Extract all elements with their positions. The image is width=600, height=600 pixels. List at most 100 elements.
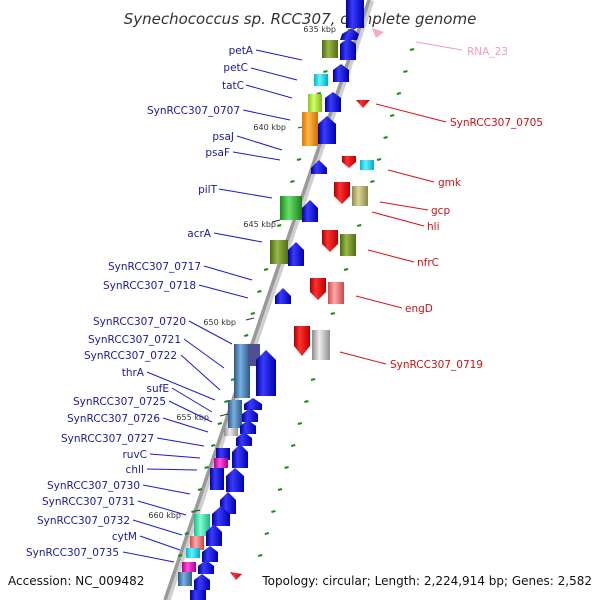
label-nfrC: nfrC [417, 257, 439, 269]
leader-sufE [171, 387, 213, 413]
map-title: Synechococcus sp. RCC307, complete genom… [124, 10, 477, 28]
tick-645 [271, 219, 281, 223]
minor-tick [257, 290, 262, 293]
gene-0727 [236, 432, 252, 446]
minor-tick [224, 400, 229, 403]
left-leaders [122, 49, 303, 563]
minor-tick [304, 400, 309, 403]
gene-0730-box [210, 468, 224, 490]
minor-tick [376, 158, 382, 161]
label-psaJ: psaJ [212, 131, 234, 143]
label-0721: SynRCC307_0721 [88, 334, 181, 346]
left-labels: petA petC tatC SynRCC307_0707 psaJ psaF … [26, 45, 254, 559]
gene-engD [310, 278, 326, 300]
leader-0727 [156, 437, 205, 447]
gene-0719-box [312, 330, 330, 360]
gene-tatC [314, 74, 328, 86]
gene-0736-arrow [194, 574, 210, 590]
gene-bottom [190, 590, 206, 600]
gene-sufE [244, 398, 262, 410]
label-tatC: tatC [222, 80, 244, 92]
label-gcp: gcp [431, 205, 450, 217]
label-0717: SynRCC307_0717 [108, 261, 201, 273]
tick-label-645: 645 kbp [243, 220, 276, 229]
minor-tick [276, 224, 282, 227]
minor-tick [323, 70, 328, 73]
tick-label-650: 650 kbp [203, 318, 236, 327]
leader-engD [355, 295, 403, 309]
gene-petA [340, 38, 356, 60]
leader-cytM [139, 535, 181, 551]
gene-nfrC-box [340, 234, 356, 256]
label-0707: SynRCC307_0707 [147, 105, 240, 117]
gene-gmk [342, 156, 356, 168]
gene-cytM-arrow [202, 546, 218, 562]
leader-pilT [218, 188, 273, 199]
leader-chlI [146, 468, 198, 471]
gene-0707-top [308, 94, 322, 112]
tick-label-635: 635 kbp [303, 25, 336, 34]
gene-0707-arrow [318, 116, 336, 144]
gene-0725 [228, 400, 242, 428]
minor-tick [370, 180, 375, 183]
label-0720: SynRCC307_0720 [93, 316, 186, 328]
minor-tick [290, 444, 296, 447]
gene-hli [352, 186, 368, 206]
leader-gmk [387, 169, 435, 183]
gene-petA-box [322, 40, 338, 58]
label-gmk: gmk [438, 177, 462, 189]
minor-tick [217, 422, 223, 425]
gene-0732 [190, 536, 204, 550]
gene-acrA [288, 242, 304, 266]
leader-psaF [232, 151, 281, 161]
label-RNA_23: RNA_23 [467, 46, 508, 58]
leader-gcp [379, 201, 429, 211]
minor-tick [290, 180, 295, 183]
minor-tick [310, 378, 316, 381]
minor-tick [210, 444, 216, 447]
leader-0732 [132, 519, 183, 536]
gene-0705 [356, 100, 370, 108]
minor-tick [396, 92, 402, 95]
gene-0726-arrow [240, 420, 256, 434]
gene-0726 [224, 428, 238, 436]
label-hli: hli [427, 221, 440, 233]
gene-pilT [302, 200, 318, 222]
label-0719: SynRCC307_0719 [390, 359, 483, 371]
gene-0720 [234, 344, 250, 398]
minor-tick [277, 488, 283, 491]
label-0731: SynRCC307_0731 [42, 496, 135, 508]
gene-ruvC [232, 444, 248, 468]
forward-genes [178, 0, 364, 600]
gene-chlI [226, 468, 244, 492]
label-chlI: chlI [126, 464, 144, 476]
label-petA: petA [229, 45, 254, 57]
tick-label-655: 655 kbp [176, 413, 209, 422]
gene-thrA [256, 350, 276, 396]
gene-psaF [311, 160, 327, 174]
leader-ruvC [149, 453, 201, 459]
minor-tick [184, 532, 190, 535]
right-labels: RNA_23 SynRCC307_0705 gmk gcp hli nfrC e… [390, 46, 543, 371]
label-0705: SynRCC307_0705 [450, 117, 543, 129]
label-sufE: sufE [147, 383, 169, 395]
gene-nfrC [322, 230, 338, 252]
leader-0730 [142, 484, 191, 495]
leader-petA [255, 49, 303, 61]
leader-nfrC [367, 249, 415, 263]
leader-petC [250, 67, 298, 81]
leader-psaJ [236, 135, 283, 151]
label-0722: SynRCC307_0722 [84, 350, 177, 362]
minor-tick [204, 466, 209, 469]
leader-0720 [188, 320, 233, 345]
leader-0722 [180, 354, 221, 391]
leader-0717 [203, 265, 253, 281]
gene-0736 [178, 572, 192, 586]
minor-tick [284, 466, 289, 469]
label-0730: SynRCC307_0730 [47, 480, 140, 492]
gene-RNA_23 [372, 28, 384, 38]
label-thrA: thrA [122, 367, 145, 379]
leader-0735 [122, 551, 175, 563]
gene-acrA-box [270, 240, 288, 264]
